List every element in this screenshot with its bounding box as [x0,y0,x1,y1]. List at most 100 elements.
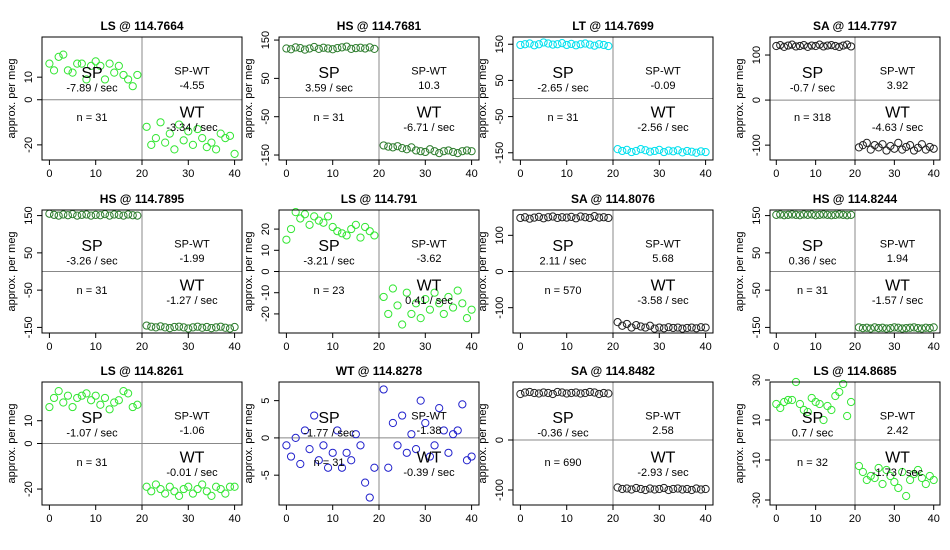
y-tick-label: 100 [494,226,506,244]
point [398,320,407,329]
point [894,483,903,493]
point [91,210,100,219]
point [156,118,165,127]
point [571,388,581,397]
y-tick-label: 100 [751,46,763,64]
point [803,407,812,417]
point [632,146,641,156]
sp-rate: 0.36 / sec [789,256,837,268]
point [557,39,567,48]
point [604,213,613,223]
point [780,397,789,407]
point [921,479,930,489]
point [678,324,687,333]
point [645,321,655,330]
x-tick-label: 30 [653,168,665,180]
point [776,403,785,413]
point [216,129,225,138]
point [567,39,576,48]
point [202,487,211,496]
x-tick-label: 40 [928,341,940,353]
y-tick-label: 50 [23,247,35,259]
point [430,147,439,156]
point [207,491,216,500]
point [520,388,530,397]
y-tick-label: -30 [751,492,763,508]
x-tick-label: 10 [327,513,339,525]
panel-title: LT @ 114.7699 [572,19,654,33]
point [323,463,333,472]
point [448,303,458,312]
point [333,426,342,435]
point [576,40,585,49]
x-tick-label: 20 [136,513,148,525]
point [286,224,296,234]
diff-label: SP-WT [411,410,447,422]
point [823,210,832,219]
diff-label: SP-WT [411,238,447,250]
point [337,229,347,238]
point [188,323,198,332]
y-tick-label: -10 [751,452,763,468]
point [63,211,73,220]
point [799,41,808,50]
point [590,41,599,50]
point [361,222,370,232]
point [86,61,96,70]
plot-frame [769,381,941,506]
point [347,224,356,234]
point [874,463,883,473]
y-tick-label: -5 [260,470,272,480]
x-tick-label: 30 [182,341,194,353]
point [913,465,923,475]
point [701,484,710,494]
x-tick-label: 0 [517,168,523,180]
point [539,388,548,397]
point [439,309,448,319]
point [453,286,462,295]
point [82,210,91,219]
point [119,211,128,220]
point [211,145,221,154]
point [402,145,411,154]
point [622,145,631,154]
point [291,208,300,217]
point [165,324,174,333]
point [669,323,678,333]
x-tick-label: 40 [699,341,711,353]
point [925,324,934,333]
point [161,323,170,332]
point [843,40,852,49]
x-tick-label: 10 [561,341,573,353]
sp-label: SP [81,410,102,427]
x-tick-label: 0 [773,513,779,525]
point [650,485,659,494]
point [576,212,585,221]
point [365,493,374,502]
plot-frame [41,36,243,161]
point [641,485,650,495]
point [645,147,655,156]
wt-rate: 0.41 / sec [405,295,453,307]
diff-label: SP-WT [645,65,681,77]
x-tick-label: 40 [928,168,940,180]
point [846,42,856,51]
point [590,388,599,397]
point [291,43,300,52]
point [365,43,374,52]
point [407,309,416,319]
y-tick-label: 10 [260,244,272,256]
x-tick-label: 40 [228,168,240,180]
point [780,211,789,220]
point [544,388,553,398]
point [772,41,781,51]
point [328,222,337,232]
y-tick-label: 0 [751,97,763,103]
point [221,323,230,332]
point [571,41,581,50]
point [687,147,696,156]
sp-rate: -2.65 / sec [537,83,589,95]
point [379,385,388,394]
y-tick-label: -20 [23,481,35,497]
diff-value: -0.09 [650,80,675,92]
